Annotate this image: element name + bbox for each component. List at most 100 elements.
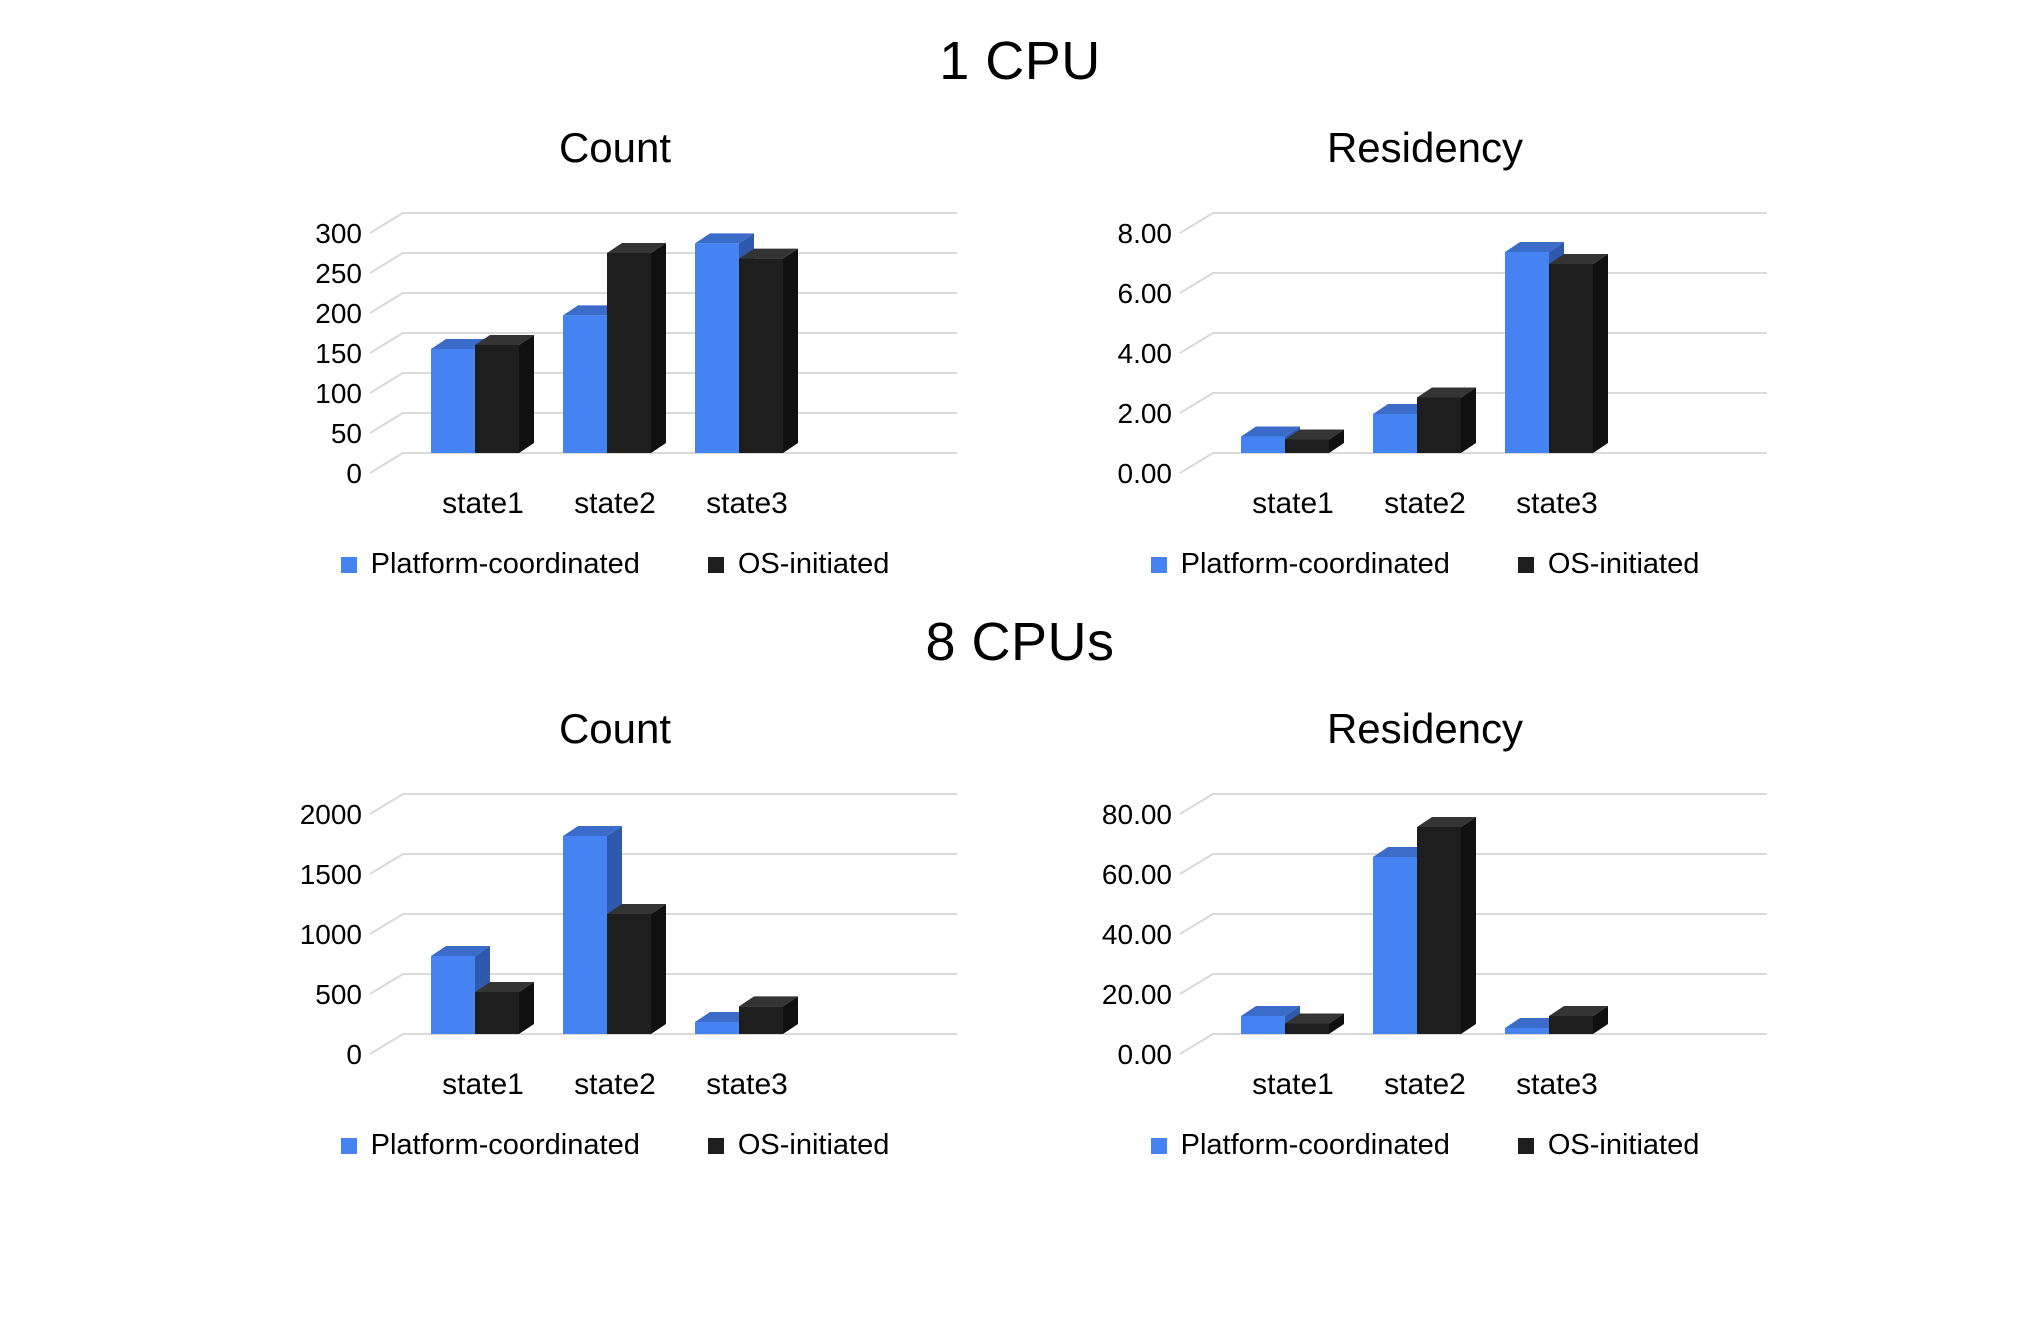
chart-svg: 0 500 1000 1500 2000 state1 state2 state3: [300, 793, 957, 1101]
legend-label-os-initiated: OS-initiated: [1547, 1129, 1700, 1161]
gridline-1000: [369, 913, 957, 935]
y-tick-label: 6.00: [1118, 278, 1173, 309]
legend-label-platform-coordinated: Platform-coordinated: [370, 1129, 640, 1161]
x-category-label-state1: state1: [442, 1068, 524, 1101]
chart-block-8cpus-count: Count 0 500 1000 1500 2000 state1 state2 state3…: [255, 679, 975, 1162]
chart-block-1cpu-residency: Residency 0.00 2.00 4.00 6.00 8.00 state1 stat…: [1065, 98, 1785, 581]
y-tick-label: 300: [315, 218, 362, 249]
chart-legend-8cpus-residency: Platform-coordinated OS-initiated: [1065, 1129, 1785, 1162]
bar-os-initiated-state2: [607, 904, 666, 1034]
bar-os-initiated-state1: [475, 982, 534, 1034]
chart-svg: 0.00 20.00 40.00 60.00 80.00 state1 state2 stat…: [1102, 793, 1767, 1101]
chart-title-residency-1cpu: Residency: [1326, 124, 1524, 171]
legend-label-platform-coordinated: Platform-coordinated: [370, 548, 640, 580]
y-tick-label: 0.00: [1118, 1039, 1173, 1070]
y-tick-label: 250: [315, 258, 362, 289]
bar-os-initiated-state1: [475, 335, 534, 453]
y-tick-label: 2.00: [1118, 398, 1173, 429]
legend-label-os-initiated: OS-initiated: [1547, 548, 1700, 580]
section-1cpu: 1 CPU Count 0 50 100 150 200 250 300 state1 stat…: [0, 0, 2040, 581]
x-category-label-state3: state3: [1516, 487, 1598, 520]
legend-swatch-platform-coordinated: [1150, 1137, 1167, 1154]
chart-canvas-1cpu-residency: 0.00 2.00 4.00 6.00 8.00 state1 state2 state3: [1075, 178, 1775, 538]
gridline-0: [369, 452, 957, 474]
charts-row-8cpus: Count 0 500 1000 1500 2000 state1 state2 state3…: [0, 679, 2040, 1162]
x-category-label-state3: state3: [706, 1068, 788, 1101]
bar-os-initiated-state3: [739, 996, 798, 1034]
legend-swatch-os-initiated: [1517, 556, 1534, 573]
chart-svg: 0 50 100 150 200 250 300 state1 state2 state3: [315, 212, 957, 520]
section-title-1cpu: 1 CPU: [939, 31, 1101, 91]
legend-label-platform-coordinated: Platform-coordinated: [1180, 548, 1450, 580]
chart-title-count-1cpu: Count: [558, 124, 672, 171]
bar-os-initiated-state3: [739, 248, 798, 453]
x-category-label-state2: state2: [1384, 487, 1466, 520]
y-tick-label: 60.00: [1102, 859, 1172, 890]
y-tick-label: 0: [346, 458, 362, 489]
x-category-label-state2: state2: [574, 1068, 656, 1101]
legend-swatch-platform-coordinated: [340, 1137, 357, 1154]
gridline-40.00: [1179, 913, 1767, 935]
y-tick-label: 8.00: [1118, 218, 1173, 249]
y-tick-label: 2000: [300, 799, 362, 830]
legend-label-platform-coordinated: Platform-coordinated: [1180, 1129, 1450, 1161]
chart-title-count-8cpus: Count: [558, 705, 672, 752]
y-tick-label: 40.00: [1102, 919, 1172, 950]
bar-os-initiated-state2: [1417, 387, 1476, 453]
x-category-label-state2: state2: [1384, 1068, 1466, 1101]
gridline-500: [369, 973, 957, 995]
gridline-8.00: [1179, 212, 1767, 234]
legend-swatch-platform-coordinated: [1150, 556, 1167, 573]
legend-swatch-os-initiated: [1517, 1137, 1534, 1154]
bar-os-initiated-state1: [1285, 1013, 1344, 1034]
x-category-label-state3: state3: [706, 487, 788, 520]
x-category-label-state1: state1: [1252, 1068, 1334, 1101]
chart-legend-1cpu-residency: Platform-coordinated OS-initiated: [1065, 548, 1785, 581]
legend-swatch-platform-coordinated: [340, 556, 357, 573]
y-tick-label: 20.00: [1102, 979, 1172, 1010]
x-category-label-state1: state1: [1252, 487, 1334, 520]
legend-label-os-initiated: OS-initiated: [737, 1129, 890, 1161]
y-tick-label: 150: [315, 338, 362, 369]
bar-os-initiated-state2: [607, 243, 666, 453]
y-tick-label: 1000: [300, 919, 362, 950]
gridline-4.00: [1179, 332, 1767, 354]
x-category-label-state3: state3: [1516, 1068, 1598, 1101]
gridline-60.00: [1179, 853, 1767, 875]
chart-legend-1cpu-count: Platform-coordinated OS-initiated: [255, 548, 975, 581]
y-tick-label: 0: [346, 1039, 362, 1070]
y-tick-label: 4.00: [1118, 338, 1173, 369]
bar-os-initiated-state3: [1549, 1006, 1608, 1034]
x-category-label-state1: state1: [442, 487, 524, 520]
chart-canvas-8cpus-count: 0 500 1000 1500 2000 state1 state2 state3: [265, 759, 965, 1119]
chart-legend-8cpus-count: Platform-coordinated OS-initiated: [255, 1129, 975, 1162]
legend-swatch-os-initiated: [707, 1137, 724, 1154]
chart-canvas-8cpus-residency: 0.00 20.00 40.00 60.00 80.00 state1 state2 stat…: [1075, 759, 1775, 1119]
gridline-80.00: [1179, 793, 1767, 815]
legend-swatch-os-initiated: [707, 556, 724, 573]
gridline-0.00: [1179, 1033, 1767, 1055]
legend-label-os-initiated: OS-initiated: [737, 548, 890, 580]
charts-row-1cpu: Count 0 50 100 150 200 250 300 state1 state2 stat…: [0, 98, 2040, 581]
bar-os-initiated-state3: [1549, 254, 1608, 453]
gridline-6.00: [1179, 272, 1767, 294]
gridline-2000: [369, 793, 957, 815]
bar-os-initiated-state2: [1417, 817, 1476, 1034]
gridline-300: [369, 212, 957, 234]
y-tick-label: 50: [331, 418, 362, 449]
y-tick-label: 100: [315, 378, 362, 409]
gridline-0.00: [1179, 452, 1767, 474]
y-tick-label: 500: [315, 979, 362, 1010]
y-tick-label: 0.00: [1118, 458, 1173, 489]
bar-platform-coordinated-state2: [563, 826, 622, 1034]
y-tick-label: 200: [315, 298, 362, 329]
chart-svg: 0.00 2.00 4.00 6.00 8.00 state1 state2 state3: [1118, 212, 1767, 520]
gridline-0: [369, 1033, 957, 1055]
y-tick-label: 1500: [300, 859, 362, 890]
y-tick-label: 80.00: [1102, 799, 1172, 830]
chart-block-8cpus-residency: Residency 0.00 20.00 40.00 60.00 80.00 state1…: [1065, 679, 1785, 1162]
x-category-label-state2: state2: [574, 487, 656, 520]
section-title-8cpus: 8 CPUs: [925, 612, 1115, 672]
gridline-1500: [369, 853, 957, 875]
